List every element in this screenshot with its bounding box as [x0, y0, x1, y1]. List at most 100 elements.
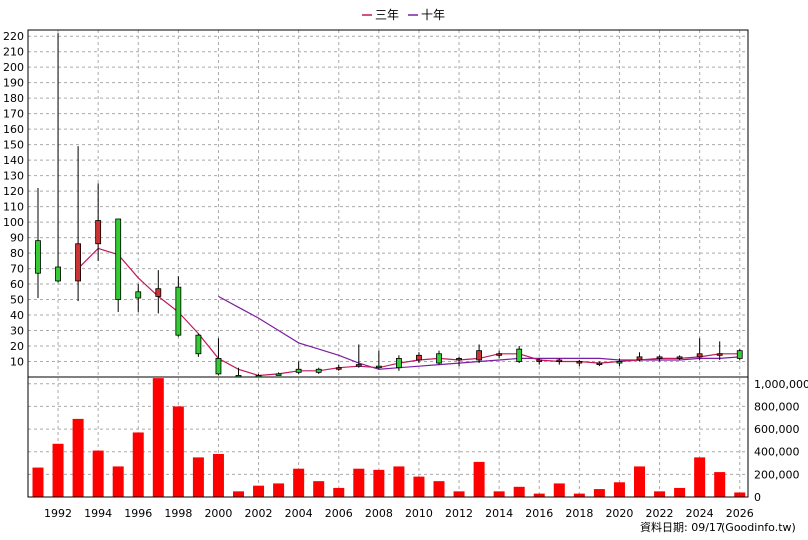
volume-bar — [393, 466, 405, 497]
x-tick-label: 2026 — [726, 507, 754, 520]
volume-tick-label: 0 — [754, 491, 761, 504]
x-tick-label: 1996 — [124, 507, 152, 520]
price-tick-label: 80 — [10, 247, 24, 260]
volume-bar — [353, 468, 365, 497]
legend-label-ma3: 三年 — [375, 8, 399, 22]
price-tick-label: 190 — [3, 77, 24, 90]
price-tick-label: 120 — [3, 185, 24, 198]
price-tick-label: 40 — [10, 309, 24, 322]
volume-tick-label: 1,000,000 — [754, 378, 808, 391]
volume-bar — [313, 481, 325, 497]
x-tick-label: 2018 — [565, 507, 593, 520]
candle-body — [616, 361, 623, 364]
price-tick-label: 100 — [3, 216, 24, 229]
price-tick-label: 70 — [10, 263, 24, 276]
volume-bar — [714, 472, 726, 497]
x-tick-label: 2012 — [445, 507, 473, 520]
volume-bar — [593, 489, 605, 497]
x-tick-label: 2020 — [605, 507, 633, 520]
volume-bar — [293, 468, 305, 497]
candle-body — [315, 368, 322, 373]
candle-body — [716, 353, 723, 356]
volume-bar — [453, 491, 465, 497]
price-tick-label: 170 — [3, 108, 24, 121]
volume-bar — [233, 491, 244, 497]
volume-bar — [373, 469, 385, 497]
x-tick-label: 2004 — [285, 507, 313, 520]
candle-body — [636, 356, 643, 361]
candle-body — [476, 350, 483, 361]
volume-bar — [333, 487, 345, 497]
candle-body — [656, 356, 663, 359]
chart-axes — [27, 29, 749, 498]
price-tick-label: 30 — [10, 325, 24, 338]
candle-body — [195, 334, 202, 355]
volume-bar — [433, 481, 445, 497]
volume-tick-label: 600,000 — [754, 423, 800, 436]
candle-body — [295, 368, 302, 373]
volume-bar — [192, 457, 204, 497]
volume-bar — [473, 461, 485, 497]
volume-bar — [513, 486, 525, 497]
volume-tick-label: 200,000 — [754, 468, 800, 481]
candle-body — [496, 353, 503, 356]
volume-bar — [152, 378, 164, 497]
candle-body — [115, 218, 122, 300]
price-tick-label: 180 — [3, 92, 24, 105]
price-tick-label: 150 — [3, 139, 24, 152]
candle-body — [576, 361, 583, 364]
volume-bar — [72, 418, 84, 497]
volume-bar — [674, 487, 686, 497]
x-tick-label: 2006 — [325, 507, 353, 520]
volume-bar — [32, 467, 44, 497]
plot-frame — [27, 29, 749, 498]
footer-date: 資料日期: 09/17 — [640, 520, 723, 534]
candle-body — [556, 359, 563, 362]
volume-bar — [573, 493, 585, 497]
x-tick-label: 2002 — [245, 507, 273, 520]
tick-labels: 10 20 30 40 50 60 70 80 90 100 110 120 130 140 150 160 1… — [3, 30, 808, 520]
candle-body — [676, 356, 683, 359]
candle-body — [355, 364, 362, 367]
x-tick-label: 2008 — [365, 507, 393, 520]
candle-body — [275, 373, 282, 376]
x-tick-label: 1992 — [44, 507, 72, 520]
candle-body — [215, 358, 222, 375]
price-tick-label: 220 — [3, 30, 24, 43]
price-tick-label: 110 — [3, 201, 24, 214]
volume-bar — [413, 476, 425, 497]
footer-source: (Goodinfo.tw) — [721, 521, 796, 534]
volume-tick-label: 800,000 — [754, 400, 800, 413]
price-tick-label: 10 — [10, 356, 24, 369]
x-tick-label: 2014 — [485, 507, 513, 520]
volume-bar — [212, 453, 224, 497]
volume-bar — [654, 491, 666, 497]
x-tick-label: 2000 — [204, 507, 232, 520]
volume-bars — [32, 378, 746, 497]
volume-bar — [253, 485, 265, 497]
price-tick-label: 140 — [3, 154, 24, 167]
volume-bar — [112, 466, 124, 497]
price-tick-label: 210 — [3, 46, 24, 59]
volume-bar — [694, 457, 706, 497]
candle-body — [35, 240, 41, 274]
x-tick-label: 2016 — [525, 507, 553, 520]
x-tick-label: 1994 — [84, 507, 112, 520]
x-tick-label: 2024 — [686, 507, 714, 520]
candle-body — [155, 288, 162, 297]
candle-body — [75, 243, 81, 282]
volume-bar — [172, 406, 184, 497]
legend-label-ma10: 十年 — [421, 8, 445, 22]
volume-bar — [92, 450, 104, 497]
x-tick-label: 2022 — [646, 507, 674, 520]
price-tick-label: 50 — [10, 294, 24, 307]
candle-body — [395, 358, 402, 369]
volume-bar — [533, 493, 545, 497]
volume-bar — [734, 492, 746, 497]
candle-body — [95, 220, 102, 245]
candlesticks — [35, 33, 743, 378]
candle-body — [375, 365, 382, 369]
volume-bar — [553, 483, 565, 497]
x-tick-label: 1998 — [164, 507, 192, 520]
